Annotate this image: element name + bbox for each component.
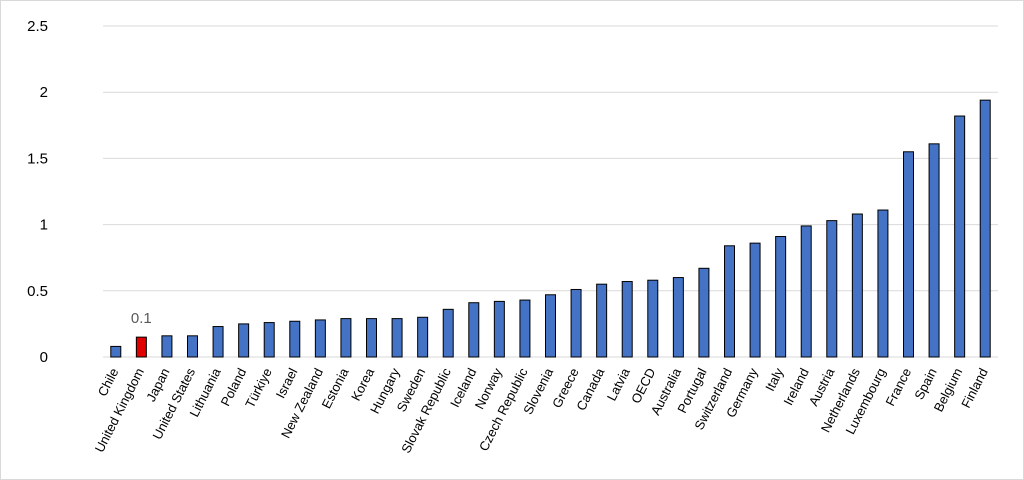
y-tick-label: 1.5: [27, 150, 48, 167]
bar-france: [903, 151, 914, 358]
bar-estonia: [340, 318, 352, 358]
bar-spain: [928, 143, 940, 358]
bar-czech-republic: [519, 299, 531, 358]
bar-hungary: [391, 318, 403, 358]
bar-norway: [493, 300, 505, 358]
data-label: 0.1: [131, 310, 152, 327]
bar-portugal: [698, 267, 710, 358]
bar-united-kingdom: [135, 336, 147, 358]
bar-latvia: [621, 281, 633, 358]
y-axis: 0 0.5 1 1.5 2 2.5: [27, 18, 48, 366]
y-tick-label: 0: [40, 349, 48, 366]
x-tick-label: United Kingdom: [92, 366, 147, 455]
y-tick-label: 0.5: [27, 283, 48, 300]
bar-t-rkiye: [263, 322, 275, 358]
bar-australia: [672, 277, 684, 358]
bar-switzerland: [724, 245, 735, 358]
y-tick-label: 2: [40, 84, 48, 101]
bar-slovak-republic: [442, 308, 454, 358]
bar-slovenia: [545, 294, 556, 358]
bar-japan: [161, 335, 173, 358]
bar-ireland: [800, 225, 812, 358]
bar-korea: [366, 318, 377, 358]
bar-austria: [826, 220, 838, 358]
bar-greece: [570, 288, 582, 358]
bar-italy: [775, 236, 787, 358]
bar-sweden: [417, 316, 429, 358]
y-tick-label: 1: [40, 217, 48, 234]
bar-netherlands: [851, 213, 863, 358]
bar-finland: [979, 99, 991, 358]
bar-belgium: [954, 115, 966, 358]
gridlines: [103, 25, 998, 358]
bar-israel: [289, 320, 301, 358]
y-tick-label: 2.5: [27, 18, 48, 35]
bar-poland: [238, 323, 250, 358]
data-labels: 0.1: [131, 310, 152, 327]
bar-oecd: [647, 279, 659, 358]
bar-luxembourg: [877, 209, 889, 358]
bar-chile: [110, 345, 122, 358]
x-tick-label: Israel: [273, 365, 301, 400]
bar-new-zealand: [314, 319, 326, 358]
bar-united-states: [187, 335, 198, 358]
bars: [110, 99, 991, 358]
x-tick-label: Italy: [762, 365, 786, 393]
x-tick-label: Chile: [95, 366, 122, 399]
bar-iceland: [468, 302, 480, 358]
bar-lithuania: [212, 326, 224, 358]
bar-canada: [596, 283, 608, 358]
bar-germany: [749, 242, 761, 358]
